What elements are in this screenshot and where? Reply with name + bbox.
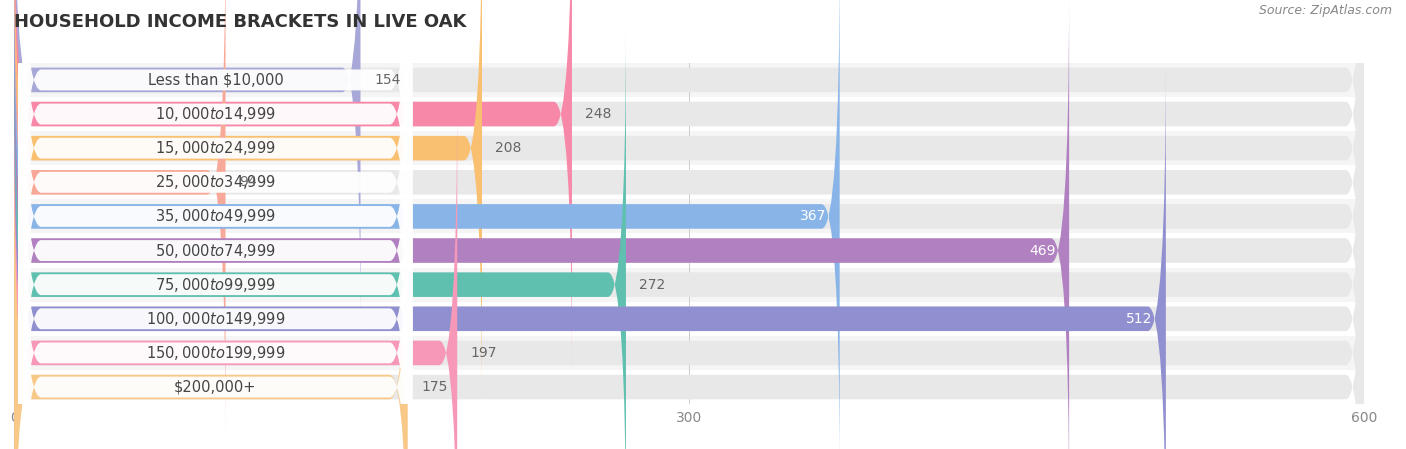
Text: 512: 512 bbox=[1126, 312, 1153, 326]
FancyBboxPatch shape bbox=[14, 0, 225, 443]
FancyBboxPatch shape bbox=[18, 0, 412, 449]
Text: 208: 208 bbox=[495, 141, 522, 155]
FancyBboxPatch shape bbox=[14, 0, 1364, 341]
FancyBboxPatch shape bbox=[14, 0, 1364, 375]
FancyBboxPatch shape bbox=[0, 165, 1386, 199]
Text: $50,000 to $74,999: $50,000 to $74,999 bbox=[155, 242, 276, 260]
Text: 469: 469 bbox=[1029, 243, 1056, 258]
FancyBboxPatch shape bbox=[0, 370, 1386, 404]
FancyBboxPatch shape bbox=[14, 24, 1364, 449]
Text: $75,000 to $99,999: $75,000 to $99,999 bbox=[155, 276, 276, 294]
FancyBboxPatch shape bbox=[14, 24, 626, 449]
FancyBboxPatch shape bbox=[0, 97, 1386, 131]
FancyBboxPatch shape bbox=[0, 199, 1386, 233]
FancyBboxPatch shape bbox=[18, 0, 412, 449]
FancyBboxPatch shape bbox=[18, 0, 412, 445]
Text: 272: 272 bbox=[640, 277, 665, 292]
Text: 197: 197 bbox=[471, 346, 498, 360]
FancyBboxPatch shape bbox=[14, 58, 1364, 449]
Text: Less than $10,000: Less than $10,000 bbox=[148, 72, 283, 88]
Text: 248: 248 bbox=[585, 107, 612, 121]
FancyBboxPatch shape bbox=[18, 22, 412, 449]
FancyBboxPatch shape bbox=[18, 0, 412, 449]
FancyBboxPatch shape bbox=[18, 0, 412, 449]
Text: 175: 175 bbox=[422, 380, 447, 394]
Text: $35,000 to $49,999: $35,000 to $49,999 bbox=[155, 207, 276, 225]
FancyBboxPatch shape bbox=[14, 126, 408, 449]
FancyBboxPatch shape bbox=[14, 126, 1364, 449]
Text: $100,000 to $149,999: $100,000 to $149,999 bbox=[146, 310, 285, 328]
FancyBboxPatch shape bbox=[18, 0, 412, 411]
Text: $15,000 to $24,999: $15,000 to $24,999 bbox=[155, 139, 276, 157]
Text: $150,000 to $199,999: $150,000 to $199,999 bbox=[146, 344, 285, 362]
FancyBboxPatch shape bbox=[18, 0, 412, 449]
Text: HOUSEHOLD INCOME BRACKETS IN LIVE OAK: HOUSEHOLD INCOME BRACKETS IN LIVE OAK bbox=[14, 13, 467, 31]
Text: $25,000 to $34,999: $25,000 to $34,999 bbox=[155, 173, 276, 191]
FancyBboxPatch shape bbox=[14, 92, 457, 449]
FancyBboxPatch shape bbox=[18, 0, 412, 449]
FancyBboxPatch shape bbox=[14, 0, 572, 375]
FancyBboxPatch shape bbox=[0, 131, 1386, 165]
FancyBboxPatch shape bbox=[0, 336, 1386, 370]
Text: 94: 94 bbox=[239, 175, 257, 189]
Text: $200,000+: $200,000+ bbox=[174, 379, 256, 395]
FancyBboxPatch shape bbox=[0, 268, 1386, 302]
FancyBboxPatch shape bbox=[14, 0, 1364, 409]
FancyBboxPatch shape bbox=[14, 0, 839, 449]
Text: 367: 367 bbox=[800, 209, 827, 224]
FancyBboxPatch shape bbox=[14, 0, 1364, 443]
FancyBboxPatch shape bbox=[18, 56, 412, 449]
Text: $10,000 to $14,999: $10,000 to $14,999 bbox=[155, 105, 276, 123]
FancyBboxPatch shape bbox=[14, 92, 1364, 449]
FancyBboxPatch shape bbox=[14, 0, 360, 341]
FancyBboxPatch shape bbox=[0, 302, 1386, 336]
Text: 154: 154 bbox=[374, 73, 401, 87]
FancyBboxPatch shape bbox=[14, 0, 1364, 449]
Text: Source: ZipAtlas.com: Source: ZipAtlas.com bbox=[1258, 4, 1392, 18]
FancyBboxPatch shape bbox=[0, 63, 1386, 97]
FancyBboxPatch shape bbox=[14, 0, 482, 409]
FancyBboxPatch shape bbox=[14, 0, 1069, 449]
FancyBboxPatch shape bbox=[0, 233, 1386, 268]
FancyBboxPatch shape bbox=[14, 58, 1166, 449]
FancyBboxPatch shape bbox=[14, 0, 1364, 449]
